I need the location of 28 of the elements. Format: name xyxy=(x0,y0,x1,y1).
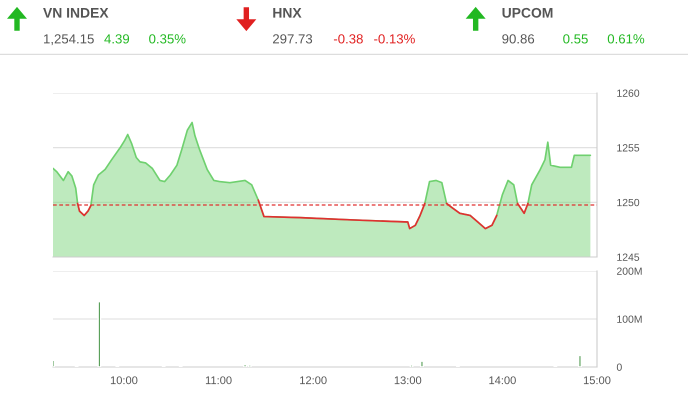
data-label: 0.61% xyxy=(608,34,644,44)
x-tick-label: 13:00 xyxy=(394,376,422,384)
bar xyxy=(97,301,102,367)
y-tick-label: 100M xyxy=(617,316,642,323)
x-tick-label: 12:00 xyxy=(300,376,327,384)
text: 1,254.15 xyxy=(44,34,94,46)
y-tick-label: 200M xyxy=(616,268,642,275)
x-tick-label: 11:00 xyxy=(206,376,232,384)
data-label: 4.39 xyxy=(104,34,130,44)
text: 297.73 xyxy=(272,34,312,44)
data-label: 0.55 xyxy=(563,34,588,44)
x-tick-label: 10:00 xyxy=(110,376,138,384)
y-tick-label: 1250 xyxy=(617,198,640,206)
y-tick-label: 1260 xyxy=(617,90,640,97)
bar xyxy=(578,354,582,367)
x-tick-label: 14:00 xyxy=(489,376,516,384)
y-tick-label: 1245 xyxy=(617,254,640,261)
y-tick-label: 1255 xyxy=(617,144,640,152)
data-label: 0.35% xyxy=(149,34,186,44)
category-label: UPCOM xyxy=(502,8,552,18)
text: 90.86 xyxy=(502,34,534,44)
data-label: -0.13% xyxy=(374,34,415,44)
data-label: -0.38 xyxy=(334,34,363,44)
bar xyxy=(420,360,424,367)
category-label: VN INDEX xyxy=(43,8,108,18)
category-label: HNX xyxy=(273,8,302,18)
y-tick-label: 0 xyxy=(616,364,622,371)
x-tick-label: 15:00 xyxy=(584,376,610,384)
